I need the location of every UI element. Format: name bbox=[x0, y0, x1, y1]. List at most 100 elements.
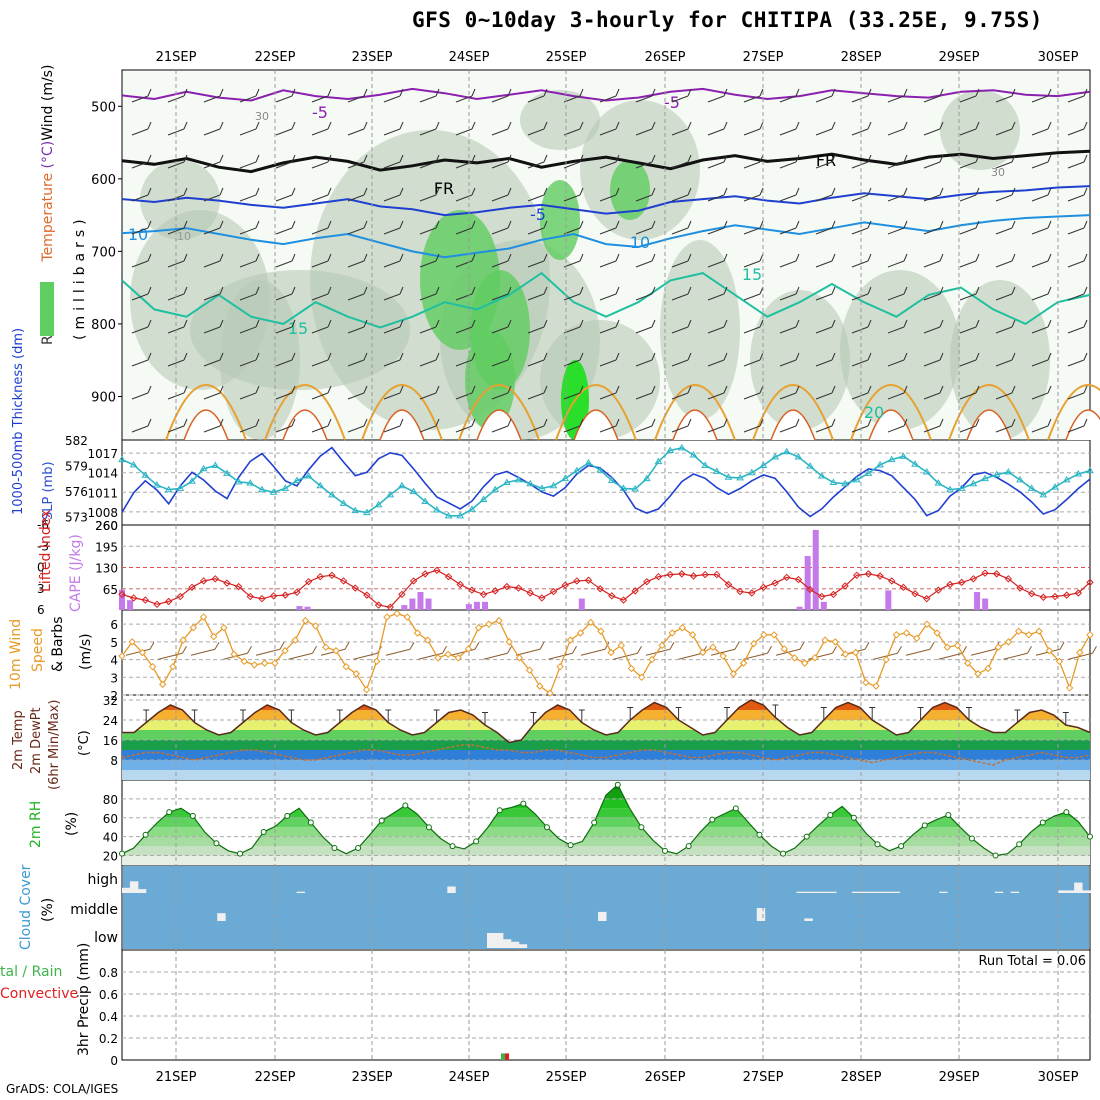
ytick-label-left: 582 bbox=[65, 434, 88, 448]
wind-barb bbox=[995, 392, 1013, 400]
wind-barb bbox=[707, 128, 725, 136]
wind-barb bbox=[599, 260, 617, 268]
cloud-bar bbox=[217, 913, 226, 921]
wind-barb-flag bbox=[147, 220, 152, 229]
wind-marker bbox=[138, 648, 147, 657]
yaxis-label: 3hr Precip (mm) bbox=[76, 943, 92, 1056]
rh-marker bbox=[213, 840, 220, 847]
wind-barb-flag bbox=[1047, 187, 1052, 196]
wind-barb bbox=[491, 326, 509, 334]
slp-marker bbox=[666, 446, 675, 453]
cape-bar bbox=[812, 529, 819, 610]
wind-barb bbox=[959, 392, 977, 400]
bottom-date-label: 22SEP bbox=[255, 1070, 296, 1085]
wind-barb-flag bbox=[291, 352, 296, 361]
wind-barb-flag bbox=[759, 88, 764, 97]
wind-barb-flag bbox=[831, 187, 836, 196]
rh-marker bbox=[756, 831, 763, 838]
contour-label: FR bbox=[434, 179, 454, 198]
slp-marker bbox=[934, 479, 943, 486]
lifted-marker bbox=[526, 589, 534, 597]
lifted-marker bbox=[561, 581, 569, 589]
wind-barb-flag bbox=[219, 88, 224, 97]
wind-barb-flag bbox=[795, 319, 800, 328]
wind-barb bbox=[131, 95, 149, 103]
top-date-label: 30SEP bbox=[1038, 50, 1079, 65]
lifted-marker bbox=[269, 592, 278, 600]
wind-barb-flag bbox=[903, 154, 908, 163]
wind-barb-flag bbox=[539, 642, 545, 650]
ytick-label: 500 bbox=[91, 100, 116, 115]
slp-marker bbox=[234, 477, 243, 485]
rh-marker bbox=[166, 809, 173, 816]
rh-band bbox=[122, 855, 1090, 865]
wind-barb-flag bbox=[975, 220, 980, 229]
wind-marker bbox=[607, 648, 615, 657]
ytick-label-right: 1017 bbox=[87, 447, 118, 461]
wind-barb bbox=[635, 425, 653, 433]
wind-barb-flag bbox=[255, 88, 260, 97]
slp-marker bbox=[141, 471, 150, 478]
temp-band bbox=[122, 760, 1090, 770]
wind-barb bbox=[563, 95, 581, 103]
wind-barb-flag bbox=[183, 253, 188, 262]
bottom-date-label: 27SEP bbox=[743, 1070, 784, 1085]
wind-barb-flag bbox=[363, 286, 368, 295]
wind-marker bbox=[729, 670, 738, 678]
wind-barb bbox=[743, 425, 761, 433]
wind-barb bbox=[815, 293, 833, 301]
wind-barb bbox=[167, 359, 185, 367]
wind-barb bbox=[419, 227, 437, 235]
wind-barb bbox=[923, 425, 941, 433]
lifted-marker bbox=[713, 570, 721, 579]
wind-marker bbox=[872, 682, 880, 690]
rh-band bbox=[122, 846, 1090, 856]
top-date-label: 27SEP bbox=[743, 50, 784, 65]
rh-band bbox=[122, 784, 1090, 790]
wind-barb-flag bbox=[864, 642, 870, 650]
cloud-level-label: high bbox=[87, 872, 118, 888]
wind-barb bbox=[563, 128, 581, 136]
wind-barb-flag bbox=[867, 352, 872, 361]
wind-barb bbox=[959, 293, 977, 301]
wind-barb-flag bbox=[363, 220, 368, 229]
cape-bar bbox=[796, 606, 803, 610]
wind-barb bbox=[959, 359, 977, 367]
wind-barb-flag bbox=[507, 319, 512, 328]
wind-barb-flag bbox=[363, 187, 368, 196]
lifted-marker bbox=[923, 594, 931, 603]
wind-barb-flag bbox=[1027, 646, 1032, 654]
wind-barb bbox=[158, 652, 183, 660]
wind-barb-flag bbox=[471, 385, 476, 394]
rh-marker bbox=[827, 811, 834, 818]
rh-contour-fill bbox=[750, 290, 850, 430]
slp-marker bbox=[537, 484, 546, 491]
wind-barb bbox=[131, 425, 149, 433]
wind-barb-flag bbox=[1011, 418, 1016, 427]
wind-barb bbox=[599, 95, 617, 103]
wind-barb bbox=[743, 326, 761, 334]
wind-barb bbox=[970, 648, 996, 656]
lifted-marker bbox=[188, 583, 196, 592]
lifted-marker bbox=[304, 577, 313, 586]
wind-barb-flag bbox=[795, 187, 800, 196]
wind-barb bbox=[385, 648, 411, 656]
wind-barb-flag bbox=[1011, 385, 1016, 394]
cloud-bar bbox=[851, 891, 861, 893]
wind-barb bbox=[887, 161, 905, 169]
slp-marker bbox=[572, 466, 581, 474]
wind-barb bbox=[815, 392, 833, 400]
precip-bar-convective bbox=[505, 1053, 509, 1060]
rh-contour-fill bbox=[140, 160, 220, 240]
lifted-marker bbox=[584, 576, 593, 584]
lifted-marker bbox=[1039, 593, 1048, 601]
wind-barb bbox=[1068, 652, 1093, 660]
wind-barb bbox=[239, 227, 257, 235]
lifted-marker bbox=[841, 582, 849, 590]
lifted-marker bbox=[1016, 584, 1024, 592]
wind-barb-flag bbox=[1011, 352, 1016, 361]
slp-marker bbox=[1062, 475, 1071, 483]
wind-barb bbox=[635, 392, 653, 400]
wind-barb bbox=[959, 95, 977, 103]
wind-barb bbox=[383, 95, 401, 103]
